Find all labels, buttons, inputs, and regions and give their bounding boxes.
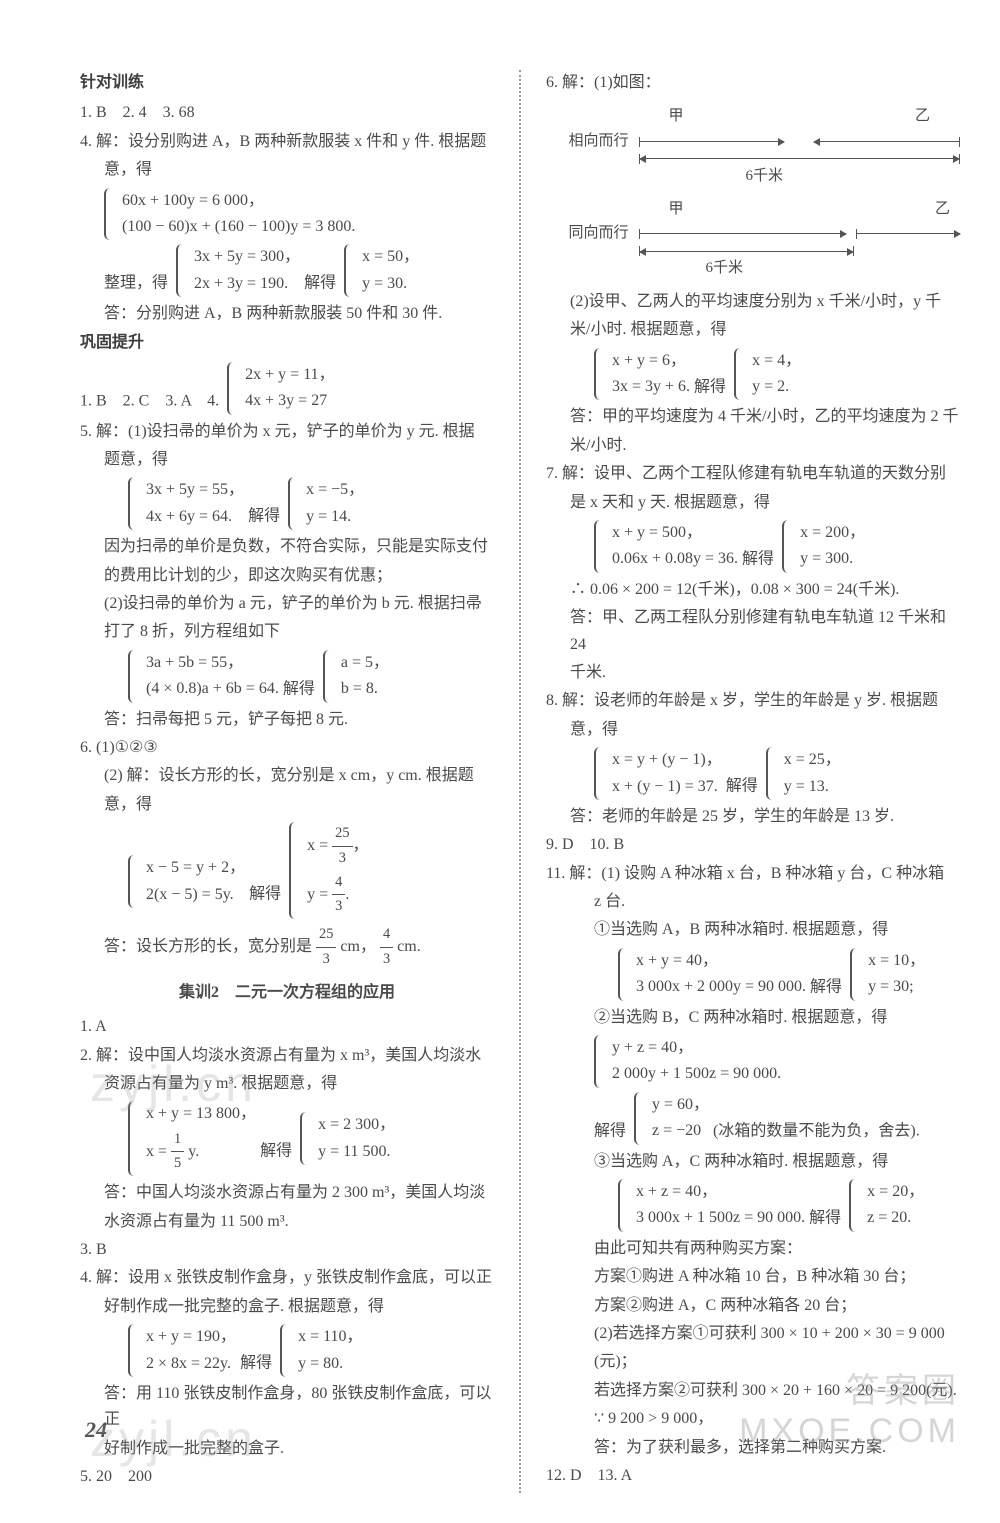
eq: (100 − 60)x + (160 − 100)y = 3 800. — [122, 214, 355, 240]
text: 答：甲的平均速度为 4 千米/小时，乙的平均速度为 2 千 — [546, 404, 960, 430]
equation-brace: x + y = 6， 3x = 3y + 6. — [594, 348, 690, 401]
text: 7. 解：设甲、乙两个工程队修建有轨电车轨道的天数分别 — [546, 461, 960, 487]
text: 的费用比计划的少，即这次购买有优惠； — [80, 563, 494, 589]
equation-brace: y + z = 40， 2 000y + 1 500z = 90 000. — [594, 1035, 781, 1088]
text: 水资源占有量为 11 500 m³. — [80, 1209, 494, 1235]
text: x + y = 500， 0.06x + 0.08y = 36. 解得 x = … — [546, 518, 960, 575]
text: x + z = 40， 3 000x + 1 500z = 90 000. 解得… — [546, 1177, 960, 1234]
text: (2)若选择方案①可获利 300 × 10 + 200 × 30 = 9 000 — [546, 1321, 960, 1347]
text: 因为扫帚的单价是负数，不符合实际，只能是实际支付 — [80, 534, 494, 560]
equation-brace: 60x + 100y = 6 000， (100 − 60)x + (160 −… — [104, 188, 355, 241]
text: 整理，得 3x + 5y = 300， 2x + 3y = 190. 解得 x … — [80, 242, 494, 299]
equation-brace: a = 5， b = 8. — [323, 650, 389, 703]
text: 3. B — [80, 1237, 494, 1263]
equation-brace: x = 25， y = 13. — [766, 747, 841, 800]
equation-brace: y = 60， z = −20 — [634, 1092, 709, 1145]
text: 6. (1)①②③ — [80, 735, 494, 761]
text: 答：老师的年龄是 25 岁，学生的年龄是 13 岁. — [546, 804, 960, 830]
text: 由此可知共有两种购买方案： — [546, 1236, 960, 1262]
text: 打了 8 折，列方程组如下 — [80, 619, 494, 645]
section-title: 针对训练 — [80, 70, 494, 96]
text: z 台. — [546, 889, 960, 915]
text: 答：中国人均淡水资源占有量为 2 300 m³，美国人均淡 — [80, 1180, 494, 1206]
text: (2) 解：设长方形的长，宽分别是 x cm，y cm. 根据题 — [80, 763, 494, 789]
watermark: zyjl.cn — [90, 1055, 257, 1113]
left-column: 针对训练 1. B 2. 4 3. 68 4. 解：设分别购进 A，B 两种新款… — [80, 70, 494, 1493]
equation-brace: 3x + 5y = 300， 2x + 3y = 190. — [176, 244, 300, 297]
text: 方案②购进 A，C 两种冰箱各 20 台； — [546, 1293, 960, 1319]
text: 8. 解：设老师的年龄是 x 岁，学生的年龄是 y 岁. 根据题 — [546, 688, 960, 714]
equation-brace: x = 50， y = 30. — [344, 244, 419, 297]
eq: 60x + 100y = 6 000， — [122, 188, 355, 214]
equation-brace: x + y = 190， 2 × 8x = 22y. — [128, 1324, 236, 1377]
equation-brace: x = 10， y = 30; — [850, 948, 925, 1001]
text: 答：设长方形的长，宽分别是 253 cm， 43 cm. — [80, 923, 494, 972]
text: 6. 解：(1)如图： — [546, 70, 960, 96]
text: 意，得 — [80, 792, 494, 818]
text: ①当选购 A，B 两种冰箱时. 根据题意，得 — [546, 917, 960, 943]
text: 1. B 2. 4 3. 68 — [80, 100, 494, 126]
right-column: 6. 解：(1)如图： 甲 乙 相向而行 6千米 — [546, 70, 960, 1493]
diagram-same-direction: 甲 乙 同向而行 6千米 — [569, 197, 961, 281]
text: 1. A — [80, 1014, 494, 1040]
text: (2)设扫帚的单价为 a 元，铲子的单价为 b 元. 根据扫帚 — [80, 591, 494, 617]
equation-brace: 3x + 5y = 55， 4x + 6y = 64. — [128, 477, 244, 530]
equation-brace: x + y = 500， 0.06x + 0.08y = 36. — [594, 520, 738, 573]
text: 5. 解：(1)设扫帚的单价为 x 元，铲子的单价为 y 元. 根据 — [80, 419, 494, 445]
page: 针对训练 1. B 2. 4 3. 68 4. 解：设分别购进 A，B 两种新款… — [0, 0, 1000, 1523]
text: 9. D 10. B — [546, 832, 960, 858]
equation-brace: x = 110， y = 80. — [280, 1324, 362, 1377]
equation-brace: x = 253， y = 43. — [289, 822, 368, 919]
diagram-opposite: 甲 乙 相向而行 6千米 — [569, 104, 961, 188]
text: 千米. — [546, 660, 960, 686]
text: 是 x 天和 y 天. 根据题意，得 — [546, 490, 960, 516]
text: 4. 解：设用 x 张铁皮制作盒身，y 张铁皮制作盒底，可以正 — [80, 1265, 494, 1291]
text: 题意，得 — [80, 447, 494, 473]
section-title: 集训2 二元一次方程组的应用 — [80, 980, 494, 1006]
text: x + y = 6， 3x = 3y + 6. 解得 x = 4， y = 2. — [546, 346, 960, 403]
text: x + y = 40， 3 000x + 2 000y = 90 000. 解得… — [546, 946, 960, 1003]
equation-brace: x − 5 = y + 2， 2(x − 5) = 5y. — [128, 855, 245, 908]
text: ②当选购 B，C 两种冰箱时. 根据题意，得 — [546, 1005, 960, 1031]
text: 12. D 13. A — [546, 1463, 960, 1489]
equation-brace: 2x + y = 11， 4x + 3y = 27 — [227, 362, 334, 415]
text: ∴ 0.06 × 200 = 12(千米)，0.08 × 300 = 24(千米… — [546, 577, 960, 603]
text: 解得 y = 60， z = −20 (冰箱的数量不能为负，舍去). — [546, 1090, 960, 1147]
equation-brace: x = 4， y = 2. — [734, 348, 801, 401]
text: 答：扫帚每把 5 元，铲子每把 8 元. — [80, 707, 494, 733]
text: 好制作成一批完整的盒子. 根据题意，得 — [80, 1294, 494, 1320]
text: 意，得 — [80, 157, 494, 183]
equation-brace: 3a + 5b = 55， (4 × 0.8)a + 6b = 64. — [128, 650, 279, 703]
text: x + y = 190， 2 × 8x = 22y. 解得 x = 110， y… — [80, 1322, 494, 1379]
column-divider — [519, 70, 521, 1493]
equation-brace: x = y + (y − 1)， x + (y − 1) = 37. — [594, 747, 722, 800]
text: 答：甲、乙两工程队分别修建有轨电车轨道 12 千米和 24 — [546, 605, 960, 658]
equation-brace: x = 2 300， y = 11 500. — [300, 1112, 395, 1165]
text: 3x + 5y = 55， 4x + 6y = 64. 解得 x = −5， y… — [80, 475, 494, 532]
equation-brace: x = −5， y = 14. — [288, 477, 364, 530]
text: 4. 解：设分别购进 A，B 两种新款服装 x 件和 y 件. 根据题 — [80, 129, 494, 155]
text: 意，得 — [546, 717, 960, 743]
text: x − 5 = y + 2， 2(x − 5) = 5y. 解得 x = 253… — [80, 820, 494, 921]
text: ③当选购 A，C 两种冰箱时. 根据题意，得 — [546, 1149, 960, 1175]
section-title: 巩固提升 — [80, 330, 494, 356]
watermark: 答案圈 MXQE.COM — [739, 1363, 960, 1451]
equation-brace: x + z = 40， 3 000x + 1 500z = 90 000. — [618, 1179, 805, 1232]
equation-brace: x = 200， y = 300. — [782, 520, 865, 573]
text: (2)设甲、乙两人的平均速度分别为 x 千米/小时，y 千 — [546, 289, 960, 315]
text: 1. B 2. C 3. A 4. 2x + y = 11， 4x + 3y =… — [80, 360, 494, 417]
text: 5. 20 200 — [80, 1464, 494, 1490]
text: x = y + (y − 1)， x + (y − 1) = 37. 解得 x … — [546, 745, 960, 802]
watermark: zyjl.cn — [90, 1410, 257, 1468]
text: 方案①购进 A 种冰箱 10 台，B 种冰箱 30 台； — [546, 1264, 960, 1290]
text: 11. 解：(1) 设购 A 种冰箱 x 台，B 种冰箱 y 台，C 种冰箱 — [546, 861, 960, 887]
text: 米/小时. 根据题意，得 — [546, 317, 960, 343]
text: 答：分别购进 A，B 两种新款服装 50 件和 30 件. — [80, 301, 494, 327]
text: 米/小时. — [546, 433, 960, 459]
equation-brace: x = 20， z = 20. — [849, 1179, 924, 1232]
equation-brace: x + y = 40， 3 000x + 2 000y = 90 000. — [618, 948, 806, 1001]
text: 3a + 5b = 55， (4 × 0.8)a + 6b = 64. 解得 a… — [80, 648, 494, 705]
